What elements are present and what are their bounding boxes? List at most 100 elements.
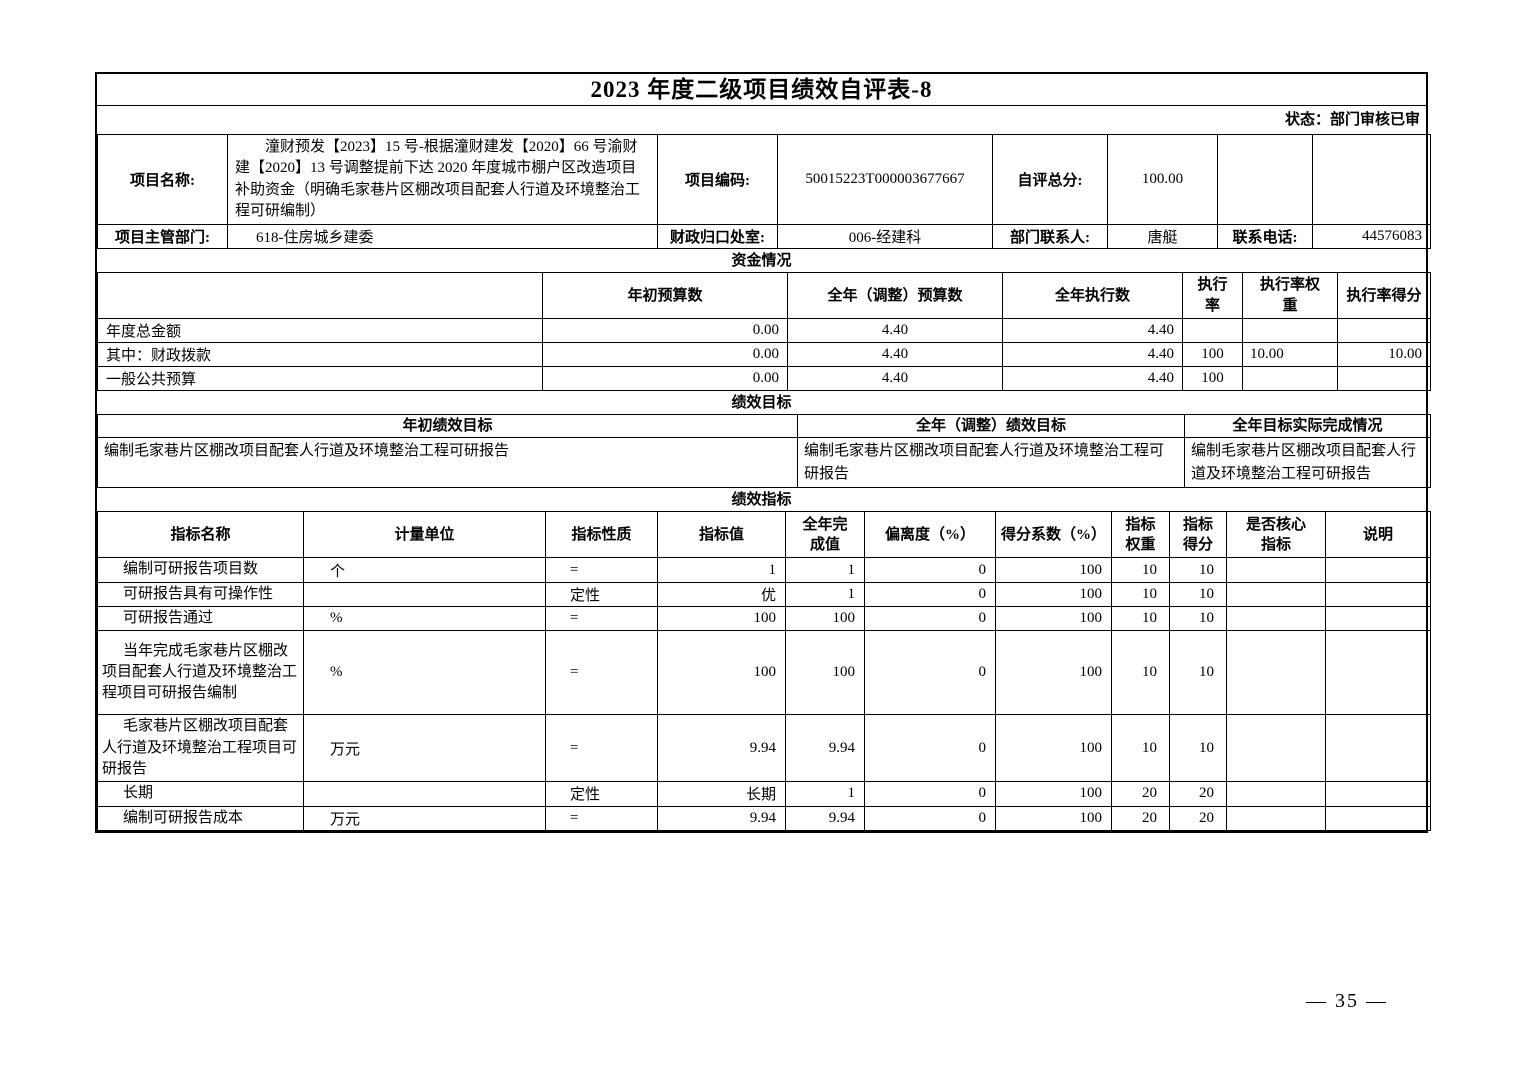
table-row: 项目名称: 潼财预发【2023】15 号-根据潼财建发【2020】66 号渝财建… [97, 133, 1431, 226]
table-cell: 100 [995, 781, 1112, 807]
table-cell: 4.40 [1002, 366, 1183, 392]
project-name-label: 项目名称: [97, 133, 228, 226]
table-cell [303, 581, 546, 608]
table-cell: 1 [785, 581, 865, 608]
column-header: 全年（调整）绩效目标 [797, 414, 1185, 439]
column-header: 计量单位 [303, 511, 546, 559]
table-cell: 100 [657, 606, 786, 632]
table-cell: 100 [995, 805, 1112, 831]
table-cell: 10.00 [1242, 342, 1338, 368]
indicator-name: 毛家巷片区棚改项目配套人行道及环境整治工程项目可研报告 [97, 714, 304, 783]
table-cell: 0 [864, 781, 996, 807]
column-header: 全年目标实际完成情况 [1184, 414, 1431, 439]
table-cell: 0 [864, 630, 996, 716]
table-cell: 9.94 [785, 805, 865, 831]
project-name-value: 潼财预发【2023】15 号-根据潼财建发【2020】66 号渝财建【2020】… [227, 133, 658, 226]
project-code-label: 项目编码: [657, 133, 778, 226]
section-title-funding: 资金情况 [97, 248, 1426, 274]
table-row: 可研报告通过 % = 100 100 0 100 10 10 [97, 606, 1431, 632]
table-cell: 100 [1182, 342, 1243, 368]
table-header-row: 年初预算数 全年（调整）预算数 全年执行数 执行率 执行率权重 执行率得分 [97, 272, 1431, 320]
table-row: 项目主管部门: 618-住房城乡建委 财政归口处室: 006-经建科 部门联系人… [97, 224, 1431, 250]
column-header: 全年（调整）预算数 [787, 272, 1003, 320]
table-cell: 4.40 [1002, 342, 1183, 368]
project-info-table: 项目名称: 潼财预发【2023】15 号-根据潼财建发【2020】66 号渝财建… [97, 133, 1431, 250]
table-cell: 0 [864, 557, 996, 583]
indicators-table: 指标名称 计量单位 指标性质 指标值 全年完成值 偏离度（%） 得分系数（%） … [97, 511, 1431, 831]
table-cell: 万元 [303, 714, 546, 783]
column-header: 指标性质 [545, 511, 658, 559]
indicator-name: 当年完成毛家巷片区棚改项目配套人行道及环境整治工程项目可研报告编制 [97, 630, 304, 716]
table-cell: 定性 [545, 781, 658, 807]
column-header: 得分系数（%） [995, 511, 1112, 559]
table-cell: 0.00 [542, 342, 788, 368]
table-cell [1325, 714, 1431, 783]
table-row: 编制毛家巷片区棚改项目配套人行道及环境整治工程可研报告 编制毛家巷片区棚改项目配… [97, 437, 1431, 489]
table-row: 毛家巷片区棚改项目配套人行道及环境整治工程项目可研报告 万元 = 9.94 9.… [97, 714, 1431, 783]
table-cell: 100 [1182, 366, 1243, 392]
column-header: 执行率得分 [1337, 272, 1431, 320]
table-header-row: 年初绩效目标 全年（调整）绩效目标 全年目标实际完成情况 [97, 414, 1431, 439]
table-row: 当年完成毛家巷片区棚改项目配套人行道及环境整治工程项目可研报告编制 % = 10… [97, 630, 1431, 716]
table-cell: 100 [995, 606, 1112, 632]
table-cell [1226, 781, 1326, 807]
contact-value: 唐艇 [1107, 224, 1218, 250]
table-cell: 一般公共预算 [97, 366, 543, 392]
table-cell: 9.94 [657, 714, 786, 783]
table-cell: 100 [995, 630, 1112, 716]
phone-value: 44576083 [1312, 224, 1431, 250]
status-text: 状态：部门审核已审 [97, 106, 1426, 135]
table-cell: 1 [657, 557, 786, 583]
table-cell [1226, 606, 1326, 632]
contact-label: 部门联系人: [992, 224, 1108, 250]
table-cell: 0 [864, 805, 996, 831]
table-cell: 10 [1111, 557, 1170, 583]
empty-cell [1217, 133, 1313, 226]
table-header-row: 指标名称 计量单位 指标性质 指标值 全年完成值 偏离度（%） 得分系数（%） … [97, 511, 1431, 559]
goal-initial: 编制毛家巷片区棚改项目配套人行道及环境整治工程可研报告 [97, 437, 798, 489]
table-cell: 1 [785, 557, 865, 583]
table-cell: % [303, 606, 546, 632]
column-header: 指标权重 [1111, 511, 1170, 559]
table-cell: 4.40 [787, 366, 1003, 392]
page-number: — 35 — [1306, 990, 1388, 1012]
table-cell: 万元 [303, 805, 546, 831]
table-cell [1226, 714, 1326, 783]
section-title-goals: 绩效目标 [97, 390, 1426, 416]
table-cell: = [545, 557, 658, 583]
table-cell [303, 781, 546, 807]
column-header: 执行率 [1182, 272, 1243, 320]
table-row: 年度总金额 0.00 4.40 4.40 [97, 318, 1431, 344]
page-title: 2023 年度二级项目绩效自评表-8 [97, 74, 1426, 106]
column-header: 全年执行数 [1002, 272, 1183, 320]
table-cell: 0 [864, 606, 996, 632]
table-cell: = [545, 606, 658, 632]
dept-label: 项目主管部门: [97, 224, 228, 250]
table-cell [1325, 606, 1431, 632]
table-cell: 20 [1111, 781, 1170, 807]
table-row: 一般公共预算 0.00 4.40 4.40 100 [97, 366, 1431, 392]
table-cell: 100 [657, 630, 786, 716]
finance-office-label: 财政归口处室: [657, 224, 778, 250]
table-cell: 10 [1111, 606, 1170, 632]
table-cell [1325, 557, 1431, 583]
table-cell [1325, 781, 1431, 807]
table-cell: 10 [1111, 581, 1170, 608]
indicator-name: 长期 [97, 781, 304, 807]
project-code-value: 50015223T000003677667 [777, 133, 993, 226]
goal-actual: 编制毛家巷片区棚改项目配套人行道及环境整治工程可研报告 [1184, 437, 1431, 489]
column-header: 说明 [1325, 511, 1431, 559]
table-cell [1325, 805, 1431, 831]
table-cell: 20 [1169, 781, 1227, 807]
empty-cell [1312, 133, 1431, 226]
table-row: 长期 定性 长期 1 0 100 20 20 [97, 781, 1431, 807]
table-cell: 4.40 [1002, 318, 1183, 344]
table-cell: 100 [785, 606, 865, 632]
table-row: 可研报告具有可操作性 定性 优 1 0 100 10 10 [97, 581, 1431, 608]
indicator-name: 可研报告具有可操作性 [97, 581, 304, 608]
table-cell: 0.00 [542, 366, 788, 392]
table-cell: 长期 [657, 781, 786, 807]
table-cell [1226, 557, 1326, 583]
dept-value: 618-住房城乡建委 [227, 224, 658, 250]
